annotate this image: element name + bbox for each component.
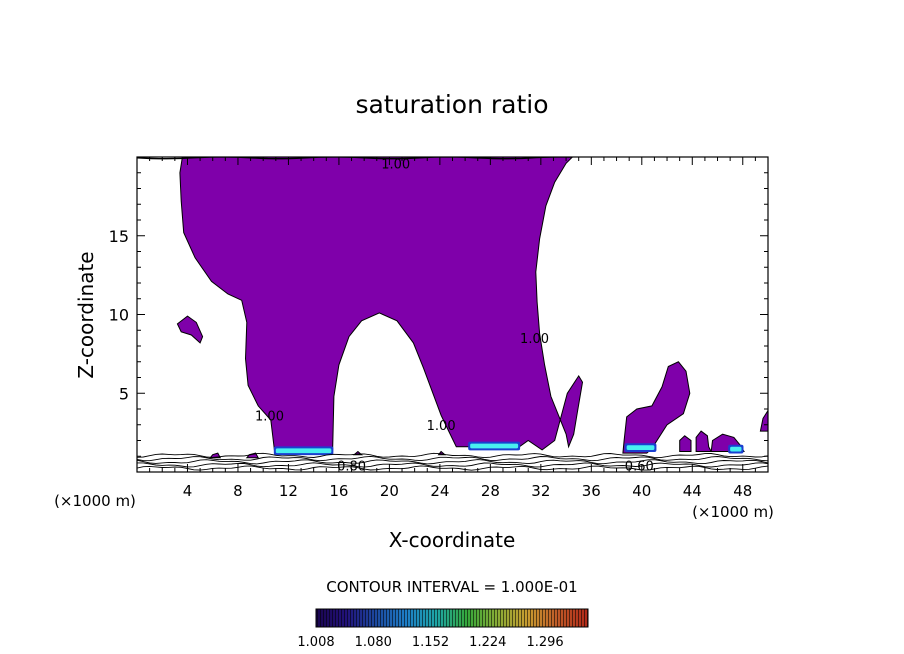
x-tick-label: 20	[380, 482, 399, 500]
colorbar-tick-label: 1.296	[526, 635, 563, 650]
contour-line-0-8	[137, 459, 768, 465]
x-tick-label: 16	[329, 482, 348, 500]
contour-label: 1.00	[520, 332, 549, 347]
supersaturation-core	[730, 446, 742, 452]
x-tick-label: 4	[183, 482, 193, 500]
x-axis-ticks: 4 8 12 16 20 24 28 32 36 40 44 48	[136, 157, 769, 500]
x-tick-label: 48	[733, 482, 752, 500]
x-axis-title: X-coordinate	[389, 528, 516, 552]
supersaturated-region	[137, 157, 584, 452]
x-tick-label: 44	[683, 482, 702, 500]
supersaturation-core	[275, 448, 332, 454]
y-tick-label: 5	[119, 384, 129, 403]
y-tick-label: 10	[109, 306, 129, 325]
contour-label: 1.00	[427, 419, 456, 434]
supersaturation-core	[470, 443, 519, 449]
x-tick-label: 36	[582, 482, 601, 500]
chart-title: saturation ratio	[355, 90, 548, 119]
contour-line-1	[137, 452, 768, 459]
contour-interval-text: CONTOUR INTERVAL = 1.000E-01	[326, 578, 577, 596]
contour-line-0-9	[137, 455, 768, 462]
x-unit-label-right: (×1000 m)	[692, 503, 774, 521]
colorbar: 1.008 1.080 1.152 1.224 1.296	[297, 608, 589, 650]
y-axis-ticks: 5 10 15	[109, 156, 768, 473]
cyan-cores	[273, 441, 744, 456]
colorbar-tick-label: 1.152	[412, 635, 449, 650]
colorbar-frame	[315, 608, 589, 628]
x-tick-label: 24	[430, 482, 449, 500]
contour-label: 0.60	[625, 460, 654, 475]
supersaturation-core	[626, 445, 655, 450]
contour-label: 0.80	[337, 460, 366, 475]
x-tick-label: 8	[233, 482, 243, 500]
supersaturated-region	[622, 361, 691, 454]
y-axis-title: Z-coordinate	[74, 251, 98, 378]
contour-line-0-7	[137, 462, 768, 468]
y-tick-label: 15	[109, 227, 129, 246]
x-tick-label: 28	[481, 482, 500, 500]
colorbar-tick-label: 1.008	[297, 635, 334, 650]
colorbar-tick-labels: 1.008 1.080 1.152 1.224 1.296	[297, 635, 563, 650]
contour-labels: 1.00 1.00 1.00 1.00 0.80 0.60	[255, 157, 654, 474]
supersaturation-fill	[137, 157, 768, 459]
supersaturated-region	[679, 435, 692, 452]
x-unit-label-left: (×1000 m)	[54, 492, 136, 510]
colorbar-stripes	[316, 609, 588, 627]
colorbar-tick-label: 1.224	[469, 635, 506, 650]
x-tick-label: 32	[531, 482, 550, 500]
supersaturated-region	[695, 430, 713, 452]
supersaturated-region	[176, 315, 204, 344]
x-tick-label: 40	[632, 482, 651, 500]
contour-label: 1.00	[381, 157, 410, 172]
supersaturated-region	[759, 409, 768, 432]
contour-label: 1.00	[255, 409, 284, 424]
colorbar-tick-label: 1.080	[355, 635, 392, 650]
x-tick-label: 12	[279, 482, 298, 500]
